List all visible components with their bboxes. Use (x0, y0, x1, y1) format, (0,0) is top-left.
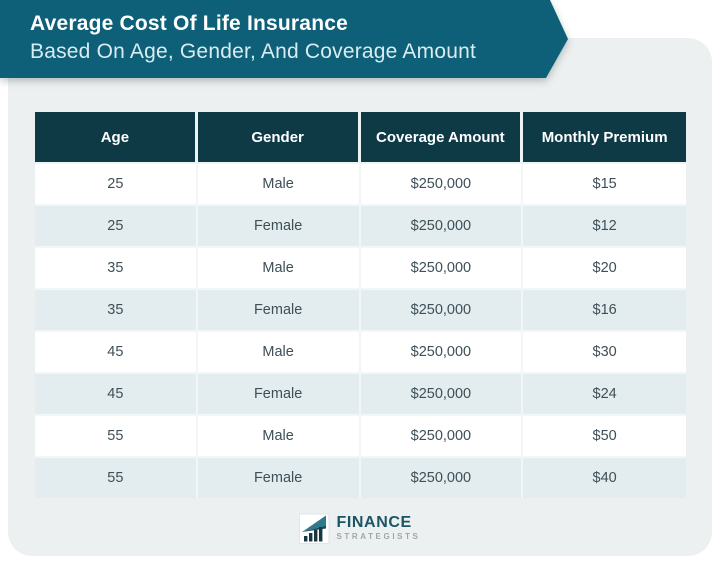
table-cell: 55 (35, 458, 198, 498)
table-cell: $30 (523, 332, 686, 374)
table-cell: Male (197, 332, 361, 374)
page-subtitle: Based On Age, Gender, And Coverage Amoun… (30, 40, 477, 63)
table-cell: 45 (35, 374, 198, 416)
table-cell: Female (197, 458, 361, 498)
table-cell: 25 (35, 164, 198, 206)
table-row: 45 Male $250,000 $30 (35, 332, 686, 374)
content-card: Age Gender Coverage Amount Monthly Premi… (8, 38, 712, 556)
insurance-cost-table: Age Gender Coverage Amount Monthly Premi… (35, 112, 686, 498)
brand-footer: FINANCE STRATEGISTS (8, 506, 712, 550)
table-cell: $250,000 (360, 290, 524, 332)
brand-wordmark: FINANCE STRATEGISTS (336, 513, 421, 542)
table-cell: 45 (35, 332, 198, 374)
table-row: 55 Male $250,000 $50 (35, 416, 686, 458)
table-cell: Female (197, 290, 361, 332)
table-cell: 35 (35, 248, 198, 290)
table-cell: 35 (35, 290, 198, 332)
table-header: Age Gender Coverage Amount Monthly Premi… (35, 112, 686, 164)
table-cell: Male (197, 164, 361, 206)
table-row: 55 Female $250,000 $40 (35, 458, 686, 498)
table-cell: $250,000 (360, 458, 524, 498)
col-header-monthly-premium: Monthly Premium (523, 112, 686, 164)
table-row: 35 Male $250,000 $20 (35, 248, 686, 290)
title-banner-shape: Average Cost Of Life Insurance Based On … (0, 0, 568, 78)
table-cell: Male (197, 416, 361, 458)
table-cell: 55 (35, 416, 198, 458)
table-cell: $250,000 (360, 206, 524, 248)
table-cell: Female (197, 374, 361, 416)
brand-subname: STRATEGISTS (336, 531, 421, 541)
col-header-coverage-amount: Coverage Amount (360, 112, 524, 164)
table-cell: Male (197, 248, 361, 290)
growth-bars-arrow-icon (299, 513, 330, 544)
table-row: 35 Female $250,000 $16 (35, 290, 686, 332)
brand-name: FINANCE (336, 513, 412, 531)
table-cell: $24 (523, 374, 686, 416)
table-cell: $250,000 (360, 248, 524, 290)
table-row: 25 Male $250,000 $15 (35, 164, 686, 206)
table-cell: $250,000 (360, 374, 524, 416)
table-body: 25 Male $250,000 $15 25 Female $250,000 $12 35 Ma… (35, 164, 686, 498)
table-cell: $250,000 (360, 416, 524, 458)
table-cell: $250,000 (360, 164, 524, 206)
title-banner: Average Cost Of Life Insurance Based On … (0, 0, 572, 78)
table-cell: $12 (523, 206, 686, 248)
table-row: 45 Female $250,000 $24 (35, 374, 686, 416)
page-title: Average Cost Of Life Insurance (30, 12, 348, 35)
table-cell: 25 (35, 206, 198, 248)
table-cell: $250,000 (360, 332, 524, 374)
col-header-age: Age (35, 112, 198, 164)
table-cell: $50 (523, 416, 686, 458)
table-row: 25 Female $250,000 $12 (35, 206, 686, 248)
table-cell: $16 (523, 290, 686, 332)
col-header-gender: Gender (197, 112, 361, 164)
table-cell: $40 (523, 458, 686, 498)
table-cell: $15 (523, 164, 686, 206)
table-cell: $20 (523, 248, 686, 290)
table-cell: Female (197, 206, 361, 248)
header-row: Age Gender Coverage Amount Monthly Premi… (35, 112, 686, 164)
